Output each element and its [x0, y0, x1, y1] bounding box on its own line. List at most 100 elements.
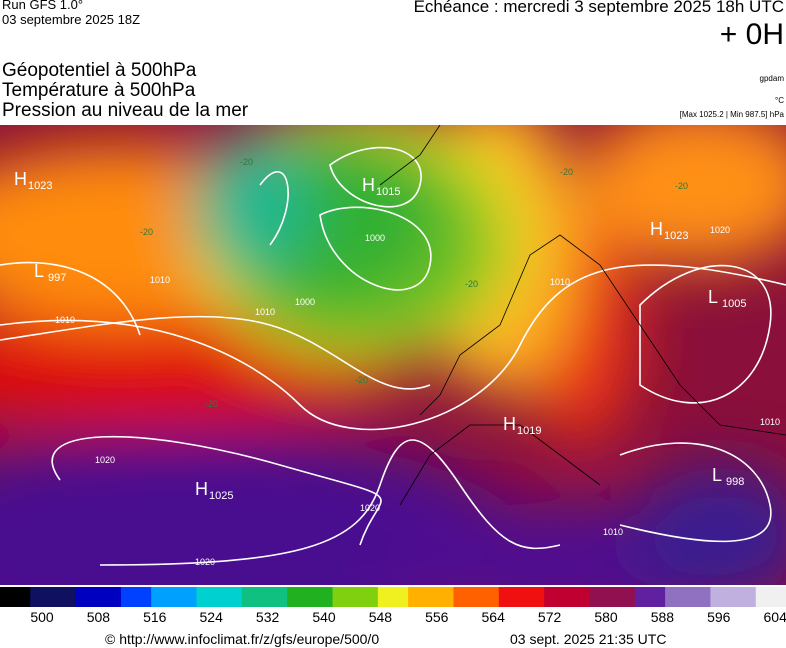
title-2: Température à 500hPa	[2, 80, 196, 101]
color-swatch	[120, 587, 137, 607]
center-kind: H	[14, 169, 27, 189]
isobar-label: 1000	[295, 297, 315, 307]
colorbar-tick: 508	[86, 609, 111, 625]
center-value: 997	[48, 272, 66, 284]
center-value: 1019	[517, 425, 541, 437]
color-swatch	[574, 587, 590, 607]
center-kind: H	[503, 414, 516, 434]
center-kind: H	[195, 479, 208, 499]
center-value: 998	[726, 476, 744, 488]
color-swatch	[529, 587, 545, 607]
color-swatch	[226, 587, 243, 607]
color-swatch	[408, 587, 424, 607]
unit: gpdam	[759, 74, 784, 83]
color-swatch	[211, 587, 228, 607]
color-swatch	[755, 587, 772, 607]
isobar-label: 1020	[195, 557, 215, 567]
color-swatch	[619, 587, 636, 607]
colorbar-tick: 588	[650, 609, 675, 625]
valid-time: Echéance : mercredi 3 septembre 2025 18h…	[413, 0, 784, 16]
color-swatch	[483, 587, 500, 607]
unit: °C	[775, 96, 784, 105]
color-swatch	[770, 587, 786, 607]
color-swatch	[272, 587, 288, 607]
color-swatch	[453, 587, 470, 607]
isobar-label: 1020	[360, 503, 380, 513]
color-swatch	[423, 587, 439, 607]
colorbar-tick: 572	[537, 609, 562, 625]
colorbar-tick: 532	[255, 609, 280, 625]
color-swatch	[151, 587, 167, 607]
color-swatch	[544, 587, 560, 607]
center-kind: H	[650, 219, 663, 239]
color-swatch	[468, 587, 485, 607]
isobar-label: 1010	[550, 277, 570, 287]
temp-label: -20	[205, 399, 218, 409]
color-swatch	[287, 587, 303, 607]
color-swatch	[347, 587, 364, 607]
color-swatch	[710, 587, 727, 607]
colorbar-tick: 500	[30, 609, 54, 625]
isobar-label: 1020	[95, 455, 115, 465]
color-swatch	[725, 587, 742, 607]
footer-time: 03 sept. 2025 21:35 UTC	[510, 631, 667, 647]
isobar-label: 1010	[760, 417, 780, 427]
color-swatch	[241, 587, 258, 607]
color-swatch	[0, 587, 16, 607]
color-swatch	[181, 587, 197, 607]
isobar-label: 1010	[603, 527, 623, 537]
color-swatch	[30, 587, 46, 607]
colorbar-tick: 596	[707, 609, 731, 625]
color-swatch	[559, 587, 575, 607]
temp-label: -20	[675, 181, 688, 191]
color-swatch	[15, 587, 31, 607]
footer-url: © http://www.infoclimat.fr/z/gfs/europe/…	[105, 631, 380, 647]
color-swatch	[256, 587, 273, 607]
color-swatch	[498, 587, 515, 607]
color-swatch	[393, 587, 409, 607]
isobar-label: 1010	[150, 275, 170, 285]
colorbar-tick: 580	[594, 609, 618, 625]
color-swatch	[513, 587, 530, 607]
center-value: 1005	[722, 298, 746, 310]
colorbar-tick: 524	[199, 609, 223, 625]
color-swatch	[665, 587, 681, 607]
isobar-label: 1010	[55, 315, 75, 325]
run: Run GFS 1.0°	[2, 0, 84, 12]
color-swatch	[75, 587, 92, 607]
color-swatch	[105, 587, 122, 607]
color-swatch	[302, 587, 318, 607]
color-swatch	[60, 587, 77, 607]
color-swatch	[649, 587, 666, 607]
color-swatch	[604, 587, 621, 607]
color-swatch	[90, 587, 107, 607]
run-date: 03 septembre 2025 18Z	[2, 12, 141, 27]
isobar-label: 1020	[710, 225, 730, 235]
color-swatch	[438, 587, 454, 607]
color-swatch	[362, 587, 379, 607]
center-kind: L	[708, 287, 718, 307]
color-swatch	[695, 587, 711, 607]
title-3: Pression au niveau de la mer	[2, 100, 249, 121]
colorbar-tick: 548	[368, 609, 393, 625]
center-value: 1025	[209, 490, 233, 502]
title-1: Géopotentiel à 500hPa	[2, 60, 197, 81]
color-swatch	[589, 587, 606, 607]
temp-label: -20	[465, 279, 478, 289]
color-swatch	[45, 587, 61, 607]
color-swatch	[332, 587, 349, 607]
temp-label: -20	[355, 375, 368, 385]
center-kind: L	[34, 261, 44, 281]
color-swatch	[317, 587, 334, 607]
temp-label: -20	[560, 167, 573, 177]
colorbar-tick: 516	[143, 609, 167, 625]
isobar-label: 1000	[365, 233, 385, 243]
lead-time: + 0H	[719, 18, 784, 51]
unit: [Max 1025.2 | Min 987.5] hPa	[679, 110, 784, 119]
colorbar-tick: 564	[481, 609, 505, 625]
center-kind: L	[712, 465, 722, 485]
center-value: 1023	[28, 180, 52, 192]
center-value: 1023	[664, 230, 688, 242]
